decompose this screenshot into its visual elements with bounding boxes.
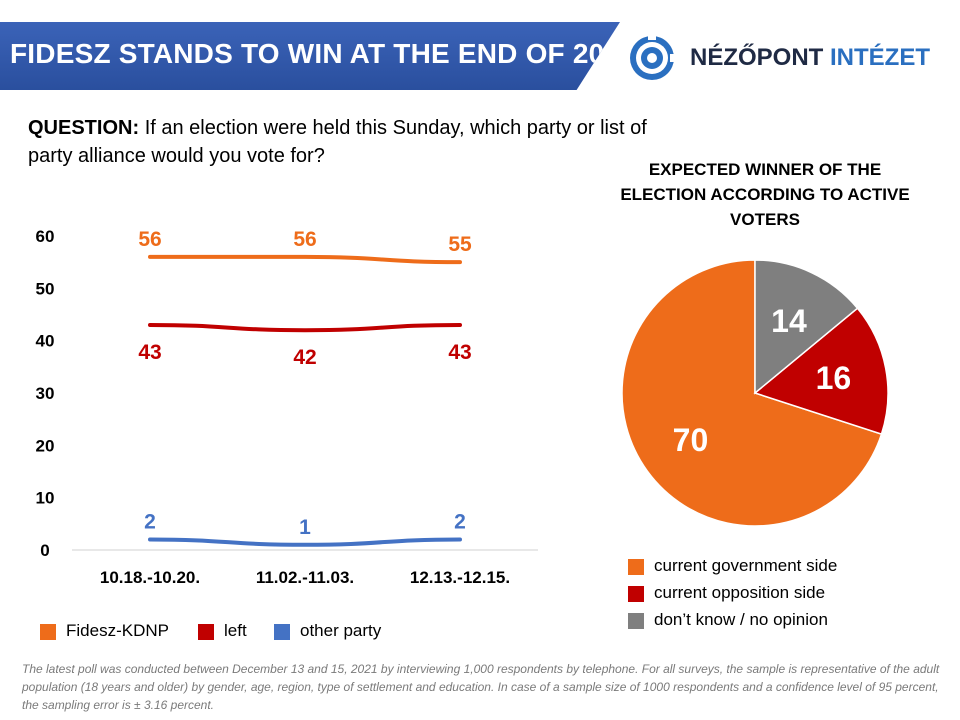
data-label: 55: [448, 233, 472, 256]
question: QUESTION: If an election were held this …: [28, 114, 648, 170]
legend-label-other: other party: [300, 621, 382, 640]
x-tick-label: 11.02.-11.03.: [256, 568, 354, 587]
legend-label-government: current government side: [654, 556, 838, 575]
data-label: 56: [138, 228, 161, 251]
title-banner: FIDESZ STANDS TO WIN AT THE END OF 2021: [0, 22, 620, 90]
legend-label-opposition: current opposition side: [654, 583, 826, 602]
y-tick-label: 50: [36, 279, 55, 298]
pie-slice-2: [754, 259, 859, 395]
series-line-0: [148, 254, 462, 265]
y-tick-label: 30: [36, 384, 55, 403]
legend-swatch-left: [198, 624, 214, 640]
y-tick-label: 40: [36, 332, 55, 351]
footnote: The latest poll was conducted between De…: [22, 662, 940, 712]
data-label: 56: [293, 228, 316, 251]
pie-slice-1: [753, 307, 889, 436]
pie-title: EXPECTED WINNER OF THE ELECTION ACCORDIN…: [620, 160, 910, 229]
y-tick-label: 20: [36, 436, 55, 455]
logo-mark-icon: [630, 34, 676, 80]
line-chart: 0 10 20 30 40 50 60 10.18.-10.20. 11.02.-11.03. 1…: [36, 227, 538, 587]
x-tick-label: 10.18.-10.20.: [100, 568, 200, 587]
data-label: 43: [448, 341, 471, 364]
legend-label-dontknow: don’t know / no opinion: [654, 610, 828, 629]
logo-text: NÉZŐPONT INTÉZET: [690, 44, 930, 72]
legend-swatch-opposition: [628, 586, 644, 602]
y-tick-label: 10: [36, 489, 55, 508]
legend-swatch-fidesz: [40, 624, 56, 640]
legend-swatch-government: [628, 559, 644, 575]
y-tick-label: 60: [36, 227, 55, 246]
question-text: If an election were held this Sunday, wh…: [28, 117, 647, 167]
x-tick-label: 12.13.-12.15.: [410, 568, 510, 587]
legend-label-fidesz: Fidesz-KDNP: [66, 621, 169, 640]
legend-swatch-dontknow: [628, 613, 644, 629]
legend-label-left: left: [224, 621, 247, 640]
data-label: 2: [144, 511, 156, 534]
data-label: 42: [293, 346, 316, 369]
page-title: FIDESZ STANDS TO WIN AT THE END OF 2021: [10, 38, 636, 69]
data-label: 2: [454, 511, 466, 534]
data-label: 1: [299, 516, 311, 539]
line-legend: Fidesz-KDNP left other party: [40, 621, 440, 648]
question-label: QUESTION:: [28, 117, 140, 139]
pie-label: 16: [816, 360, 852, 396]
pie-label: 70: [673, 422, 709, 458]
y-tick-label: 0: [40, 541, 49, 560]
series-line-1: [148, 322, 462, 333]
logo-name-2: INTÉZET: [830, 44, 931, 71]
logo: NÉZŐPONT INTÉZET: [628, 34, 948, 82]
logo-name-1: NÉZŐPONT: [690, 44, 824, 71]
pie-slice-0: [621, 259, 883, 527]
data-label: 43: [138, 341, 161, 364]
pie-legend: current government side current oppositi…: [628, 556, 928, 636]
series-line-2: [148, 537, 462, 547]
legend-swatch-other: [274, 624, 290, 640]
pie-label: 14: [771, 303, 807, 339]
